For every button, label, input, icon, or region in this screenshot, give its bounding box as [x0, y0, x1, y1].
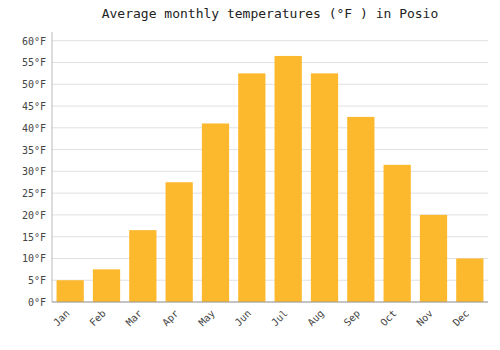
grid-line [52, 171, 488, 172]
bar [93, 269, 120, 302]
x-tick-label: Mar [124, 308, 145, 329]
grid-line [52, 84, 488, 85]
bars [57, 56, 484, 302]
grid [52, 41, 488, 302]
x-tick-label: Feb [87, 308, 108, 329]
y-tick-label: 20°F [22, 210, 46, 221]
x-tick-label: Oct [378, 308, 399, 329]
y-tick-label: 5°F [28, 275, 46, 286]
x-tick-label: Sep [342, 308, 363, 329]
bar [347, 117, 374, 302]
y-tick-label: 15°F [22, 232, 46, 243]
bar [384, 165, 411, 302]
x-tick-label: Dec [451, 308, 472, 329]
x-axis-line [52, 302, 488, 303]
bar [275, 56, 302, 302]
bar [202, 123, 229, 302]
x-tick-label: May [196, 308, 217, 329]
x-tick-label: Jan [51, 308, 72, 329]
bar [166, 182, 193, 302]
bar [456, 258, 483, 302]
y-tick-label: 30°F [22, 166, 46, 177]
grid-line [52, 106, 488, 107]
bar [57, 280, 84, 302]
chart: Average monthly temperatures (°F ) in Po… [0, 0, 500, 350]
title: Average monthly temperatures (°F ) in Po… [102, 6, 439, 21]
y-tick-label: 10°F [22, 253, 46, 264]
y-tick-label: 40°F [22, 123, 46, 134]
y-tick-label: 25°F [22, 188, 46, 199]
x-tick-label: Jun [233, 308, 254, 329]
y-tick-label: 60°F [22, 36, 46, 47]
grid-line [52, 127, 488, 128]
y-axis-line [52, 32, 53, 302]
bar [420, 215, 447, 302]
x-tick-label: Nov [414, 308, 435, 329]
y-tick-label: 45°F [22, 101, 46, 112]
grid-line [52, 62, 488, 63]
y-tick-label: 50°F [22, 79, 46, 90]
x-tick-label: Aug [305, 308, 326, 329]
y-tick-label: 0°F [28, 297, 46, 308]
chart-container: Average monthly temperatures (°F ) in Po… [0, 0, 500, 350]
bar [238, 73, 265, 302]
grid-line [52, 193, 488, 194]
y-tick-label: 35°F [22, 145, 46, 156]
y-tick-label: 55°F [22, 57, 46, 68]
x-tick-label: Apr [160, 308, 181, 329]
x-tick-label: Jul [269, 308, 290, 329]
bar [311, 73, 338, 302]
grid-line [52, 149, 488, 150]
grid-line [52, 40, 488, 41]
bar [129, 230, 156, 302]
grid-line [52, 302, 488, 303]
